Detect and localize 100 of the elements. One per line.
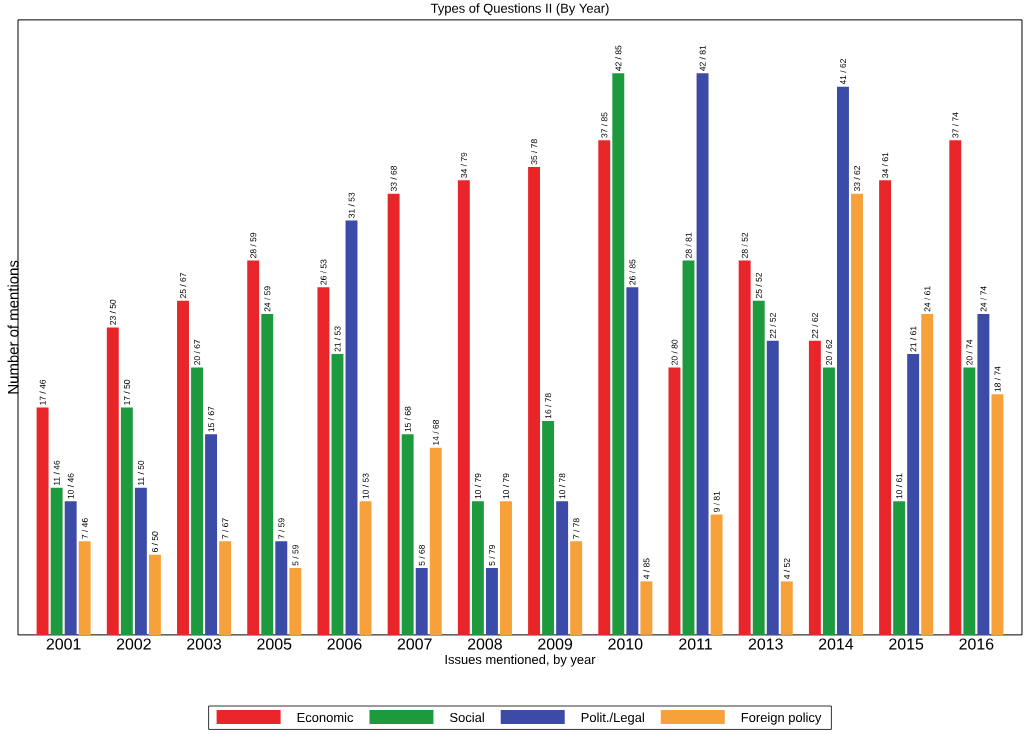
data-label: 10 / 79: [502, 473, 510, 499]
data-label: 17 / 50: [123, 379, 130, 405]
data-label: 10 / 61: [896, 473, 903, 499]
bar: [106, 327, 119, 635]
data-label: 37 / 74: [952, 112, 959, 138]
bar: [738, 260, 751, 635]
data-label: 17 / 46: [39, 379, 46, 405]
data-label: 24 / 59: [264, 286, 271, 312]
bar: [247, 260, 260, 635]
bar: [598, 140, 611, 635]
bar: [780, 581, 793, 635]
legend-label: Foreign policy: [741, 712, 822, 725]
data-label: 20 / 62: [825, 339, 833, 365]
x-tick-label: 2005: [257, 638, 292, 650]
bar: [570, 541, 583, 635]
bar: [191, 367, 204, 635]
bar: [50, 487, 63, 635]
x-tick-label: 2015: [889, 638, 924, 650]
bar: [963, 367, 976, 635]
data-label: 15 / 67: [207, 406, 215, 432]
bar: [36, 407, 49, 635]
data-label: 7 / 59: [278, 518, 285, 539]
bar: [471, 501, 484, 635]
bar: [148, 554, 161, 635]
data-label: 7 / 78: [573, 518, 580, 539]
legend-label: Economic: [297, 712, 354, 723]
data-label: 21 / 61: [910, 326, 917, 352]
bar: [345, 220, 358, 635]
bar: [177, 300, 189, 635]
data-label: 20 / 67: [193, 339, 201, 365]
bar: [429, 447, 442, 635]
bar: [766, 340, 779, 635]
bar: [205, 434, 218, 635]
bar: [219, 541, 232, 635]
x-tick-label: 2002: [116, 638, 151, 650]
data-label: 24 / 61: [924, 286, 931, 312]
bar: [626, 287, 639, 635]
data-label: 9 / 81: [713, 491, 720, 513]
data-label: 33 / 68: [390, 166, 397, 192]
bar: [851, 193, 863, 635]
bar: [64, 501, 77, 635]
data-label: 37 / 85: [601, 112, 608, 138]
bar: [682, 260, 695, 635]
bar: [528, 167, 541, 635]
bar: [275, 541, 288, 635]
bar: [710, 514, 723, 635]
bar: [78, 541, 91, 635]
data-label: 4 / 52: [783, 558, 790, 580]
data-label: 6 / 50: [151, 531, 159, 553]
x-tick-label: 2010: [608, 638, 643, 650]
data-label: 22 / 62: [811, 313, 818, 339]
bar: [387, 193, 400, 635]
data-label: 28 / 52: [741, 232, 748, 258]
data-label: 28 / 81: [685, 232, 692, 258]
data-label: 15 / 68: [404, 406, 411, 432]
y-axis-title: Number of mentions: [7, 260, 19, 394]
data-label: 11 / 50: [137, 460, 144, 486]
data-label: 41 / 62: [839, 59, 847, 85]
bar: [640, 581, 653, 635]
data-label: 42 / 81: [699, 45, 706, 72]
data-label: 26 / 85: [629, 259, 636, 285]
data-label: 34 / 61: [881, 152, 889, 178]
data-label: 25 / 67: [179, 273, 187, 299]
x-tick-label: 2014: [819, 638, 854, 650]
x-tick-label: 2006: [327, 638, 362, 650]
data-label: 16 / 78: [544, 393, 552, 419]
data-label: 25 / 52: [755, 273, 762, 299]
data-label: 21 / 53: [334, 326, 341, 352]
data-label: 10 / 46: [67, 473, 74, 499]
data-label: 5 / 59: [292, 545, 299, 566]
x-tick-label: 2009: [538, 638, 573, 650]
data-label: 18 / 74: [994, 366, 1001, 392]
data-label: 11 / 46: [53, 460, 60, 486]
x-tick-label: 2013: [748, 638, 783, 650]
data-label: 24 / 74: [980, 286, 987, 312]
data-label: 34 / 79: [460, 152, 467, 178]
bar: [822, 367, 835, 635]
bar: [879, 180, 892, 635]
bar: [134, 487, 147, 635]
chart-title: Types of Questions II (By Year): [430, 3, 609, 16]
bar: [921, 314, 934, 635]
data-label: 4 / 85: [643, 558, 650, 580]
bar: [485, 568, 498, 635]
x-tick-label: 2007: [397, 638, 432, 650]
data-label: 10 / 53: [362, 473, 369, 499]
data-label: 33 / 62: [853, 166, 861, 192]
bar: [907, 354, 920, 635]
data-label: 35 / 78: [530, 139, 538, 165]
x-tick-label: 2016: [959, 638, 994, 650]
data-label: 42 / 85: [615, 45, 622, 72]
bar: [991, 394, 1004, 635]
bar: [415, 568, 428, 635]
data-label: 10 / 78: [559, 473, 566, 499]
bar: [696, 73, 709, 635]
bar: [401, 434, 414, 635]
data-label: 20 / 80: [671, 339, 678, 365]
data-label: 7 / 46: [81, 518, 88, 539]
data-label: 5 / 79: [488, 545, 496, 566]
bar: [808, 340, 821, 635]
bar: [668, 367, 681, 635]
